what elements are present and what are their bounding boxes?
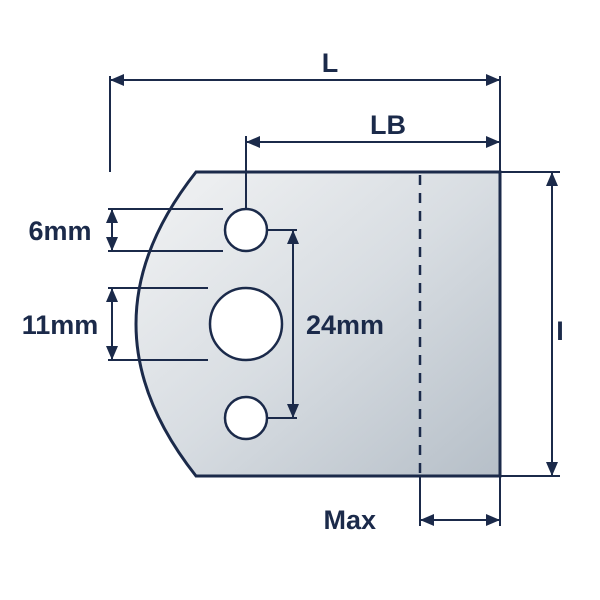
dim-label-24mm: 24mm [306, 310, 384, 340]
dim-label-11mm: 11mm [22, 310, 99, 340]
dim-label-L: L [322, 48, 339, 78]
hole-small_bot [225, 397, 267, 439]
dim-label-6mm: 6mm [28, 216, 91, 246]
dim-label-Max: Max [323, 505, 376, 535]
dim-label-LB: LB [370, 110, 406, 140]
hole-small_top [225, 209, 267, 251]
dim-label-I: I [556, 316, 564, 346]
hole-big_center [210, 288, 282, 360]
